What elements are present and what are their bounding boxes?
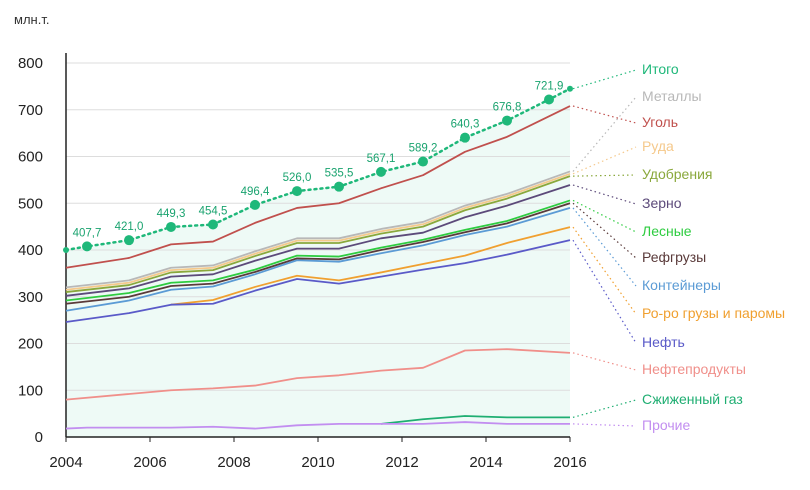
legend-leader-line xyxy=(572,69,637,90)
total-marker xyxy=(376,166,386,177)
x-tick-label: 2006 xyxy=(133,454,166,471)
y-tick-label: 800 xyxy=(18,55,43,72)
legend-leader-line xyxy=(572,226,637,315)
series-line-5 xyxy=(65,184,571,297)
total-data-label: 676,8 xyxy=(493,102,522,114)
total-data-label: 589,2 xyxy=(409,143,438,155)
total-area xyxy=(66,88,570,438)
legend-label: Нефтепродукты xyxy=(642,361,746,377)
legend-leader-line xyxy=(572,399,637,418)
total-data-label: 526,0 xyxy=(283,172,312,184)
x-tick-label: 2014 xyxy=(469,454,502,471)
total-data-label: 449,3 xyxy=(157,208,186,220)
total-data-label: 721,9 xyxy=(535,81,564,93)
y-tick-label: 400 xyxy=(18,242,43,259)
total-marker xyxy=(250,199,260,210)
legend-label: Прочие xyxy=(642,417,690,433)
y-tick-label: 100 xyxy=(18,382,43,399)
series-line-13 xyxy=(65,421,570,430)
series-line-11 xyxy=(65,348,571,401)
x-tick-label: 2004 xyxy=(49,454,82,471)
legend-label: Зерно xyxy=(642,195,682,211)
legend-leader-line xyxy=(572,207,637,287)
y-tick-label: 300 xyxy=(18,289,43,306)
total-data-label: 407,7 xyxy=(73,227,102,239)
legend-label: Удобрения xyxy=(642,166,712,182)
legend-leader-line xyxy=(572,202,637,259)
legend-label: Сжиженный газ xyxy=(642,391,743,407)
total-data-label: 421,0 xyxy=(115,221,144,233)
total-data-label: 454,5 xyxy=(199,206,228,218)
axes: млн.т. 0 100 200 300 400 500 600 700 800 2004 2006… xyxy=(14,12,587,471)
series-line-7 xyxy=(65,202,571,305)
legend-leader-line xyxy=(572,199,637,233)
y-axis-unit-label: млн.т. xyxy=(14,12,49,27)
legend-label: Нефть xyxy=(642,334,685,350)
total-marker xyxy=(544,94,554,105)
series-lines xyxy=(64,87,572,430)
legend-label: Лесные xyxy=(642,223,692,239)
total-marker xyxy=(208,219,218,230)
x-tick-label: 2016 xyxy=(553,454,586,471)
total-marker xyxy=(460,132,470,143)
legend-label: Уголь xyxy=(642,114,678,130)
legend-label: Итого xyxy=(642,61,679,77)
total-data-label: 567,1 xyxy=(367,153,396,165)
legend-leader-line xyxy=(572,105,637,124)
total-marker xyxy=(124,235,134,246)
series-line-8 xyxy=(65,207,571,312)
legend-leader-line xyxy=(572,96,637,172)
total-marker xyxy=(334,181,344,192)
legend: Итого Металлы Уголь Руда Удобрения Зерно Лесны… xyxy=(572,61,785,433)
legend-leader-line xyxy=(572,174,637,177)
legend-label: Рефгрузы xyxy=(642,249,706,265)
legend-label: Контейнеры xyxy=(642,277,721,293)
y-tick-label: 600 xyxy=(18,149,43,166)
total-data-label: 496,4 xyxy=(241,186,270,198)
total-data-label: 535,5 xyxy=(325,168,354,180)
x-tick-label: 2008 xyxy=(217,454,250,471)
series-line-1 xyxy=(65,170,571,289)
series-line-4 xyxy=(65,175,571,293)
series-line-2 xyxy=(65,105,571,269)
total-markers: 407,7 421,0 449,3 454,5 496,4 526,0 535,5 567,1… xyxy=(63,81,573,253)
series-line-10 xyxy=(65,239,571,323)
total-marker xyxy=(418,156,428,167)
series-line-3 xyxy=(65,172,571,291)
total-area-fill xyxy=(66,88,570,438)
y-tick-label: 700 xyxy=(18,102,43,119)
total-data-label: 640,3 xyxy=(451,119,480,131)
series-line-6 xyxy=(65,199,571,302)
x-tick-label: 2010 xyxy=(301,454,334,471)
total-marker xyxy=(166,221,176,232)
legend-label: Ро-ро грузы и паромы xyxy=(642,305,785,321)
legend-leader-line xyxy=(572,423,637,427)
total-marker xyxy=(567,85,573,92)
series-line-0 xyxy=(64,87,572,252)
total-marker xyxy=(292,186,302,197)
series-line-9 xyxy=(170,226,571,306)
legend-leader-line xyxy=(572,184,637,205)
series-line-12 xyxy=(380,415,570,425)
total-marker xyxy=(502,115,512,126)
x-tick-label: 2012 xyxy=(385,454,418,471)
legend-label: Металлы xyxy=(642,88,702,104)
legend-leader-line xyxy=(572,239,637,344)
total-marker xyxy=(82,241,92,252)
y-tick-label: 500 xyxy=(18,195,43,212)
legend-leader-line xyxy=(572,352,637,371)
y-tick-label: 0 xyxy=(35,429,43,446)
total-marker xyxy=(63,247,69,253)
y-tick-label: 200 xyxy=(18,336,43,353)
legend-label: Руда xyxy=(642,138,674,154)
